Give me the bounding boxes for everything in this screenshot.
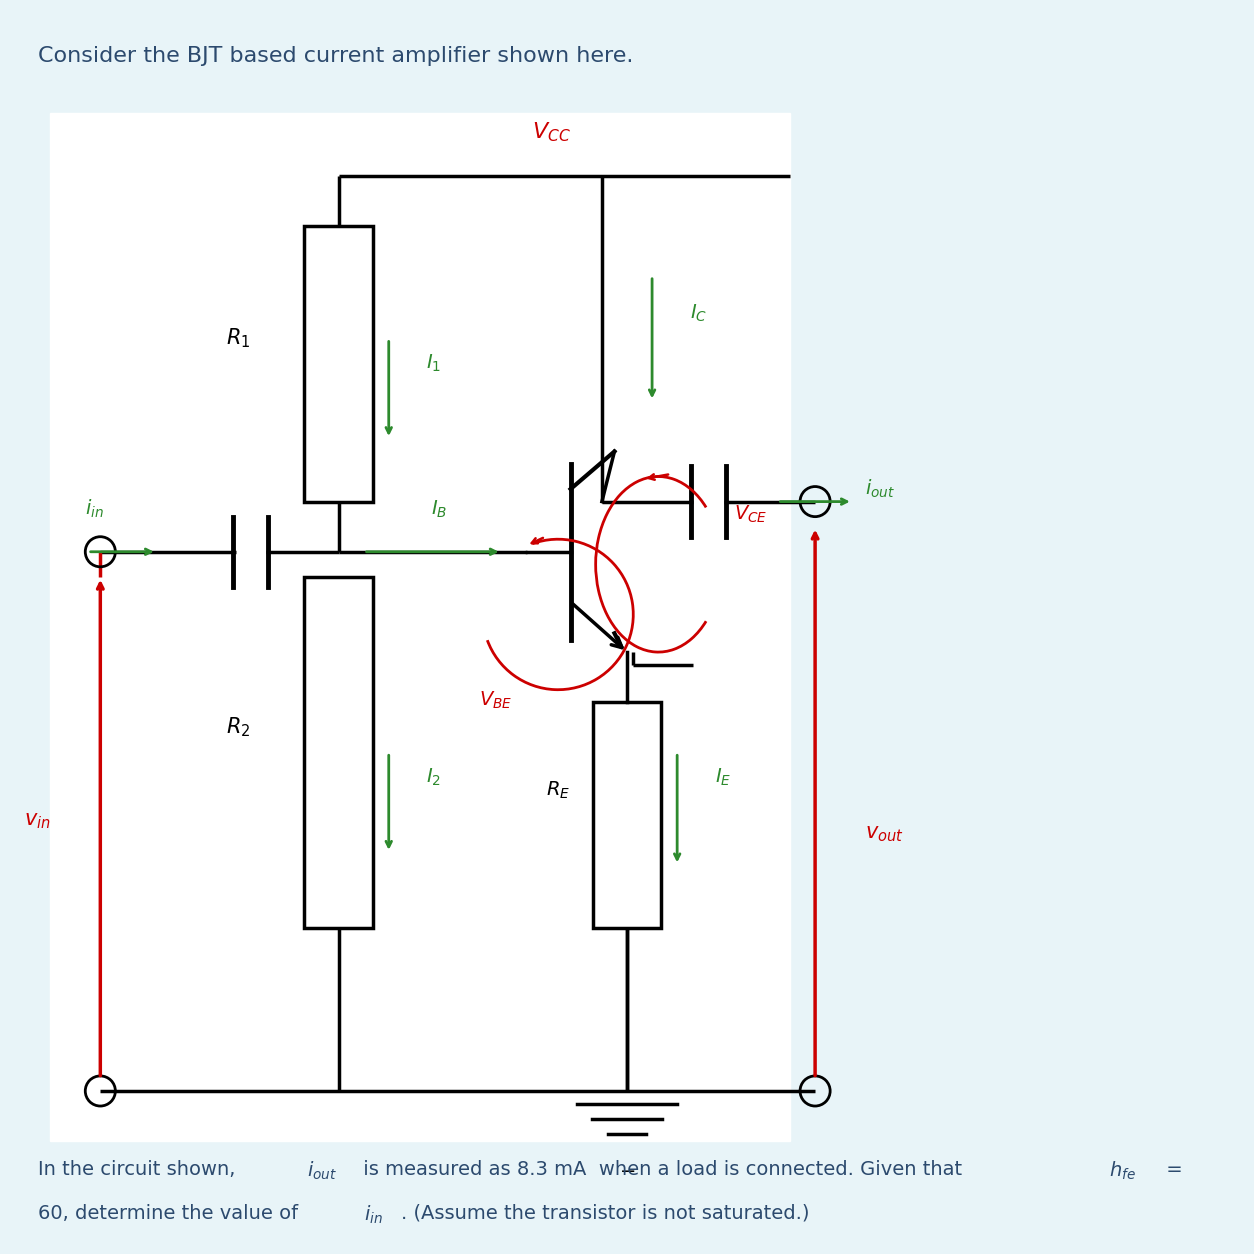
Text: $R_E$: $R_E$	[545, 780, 571, 800]
Text: $-$: $-$	[619, 1160, 635, 1179]
Text: =: =	[1160, 1160, 1183, 1179]
Text: $R_2$: $R_2$	[226, 716, 251, 739]
Text: $h_{fe}$: $h_{fe}$	[1109, 1160, 1135, 1183]
Text: $v_{out}$: $v_{out}$	[865, 824, 904, 844]
Text: $i_{out}$: $i_{out}$	[865, 478, 895, 500]
Text: $I_1$: $I_1$	[426, 354, 441, 374]
Text: $I_2$: $I_2$	[426, 767, 441, 788]
Text: 60, determine the value of: 60, determine the value of	[38, 1204, 303, 1223]
Text: $V_{CE}$: $V_{CE}$	[734, 504, 767, 524]
Text: $V_{BE}$: $V_{BE}$	[479, 690, 512, 711]
Bar	[305, 226, 374, 502]
Bar	[592, 702, 662, 928]
Text: $I_E$: $I_E$	[715, 767, 731, 788]
FancyBboxPatch shape	[50, 113, 790, 1141]
Text: $i_{in}$: $i_{in}$	[364, 1204, 382, 1226]
Text: In the circuit shown,: In the circuit shown,	[38, 1160, 241, 1179]
Bar	[305, 577, 374, 928]
Text: $i_{out}$: $i_{out}$	[307, 1160, 337, 1183]
Text: $I_B$: $I_B$	[431, 499, 446, 520]
Text: is measured as 8.3 mA  when a load is connected. Given that: is measured as 8.3 mA when a load is con…	[357, 1160, 969, 1179]
Text: $I_C$: $I_C$	[690, 303, 707, 324]
Text: . (Assume the transistor is not saturated.): . (Assume the transistor is not saturate…	[401, 1204, 810, 1223]
Text: $V_{CC}$: $V_{CC}$	[533, 120, 571, 144]
Text: $i_{in}$: $i_{in}$	[84, 498, 104, 520]
Text: $v_{in}$: $v_{in}$	[24, 811, 51, 831]
Text: Consider the BJT based current amplifier shown here.: Consider the BJT based current amplifier…	[38, 46, 633, 66]
Text: $R_1$: $R_1$	[226, 327, 251, 350]
